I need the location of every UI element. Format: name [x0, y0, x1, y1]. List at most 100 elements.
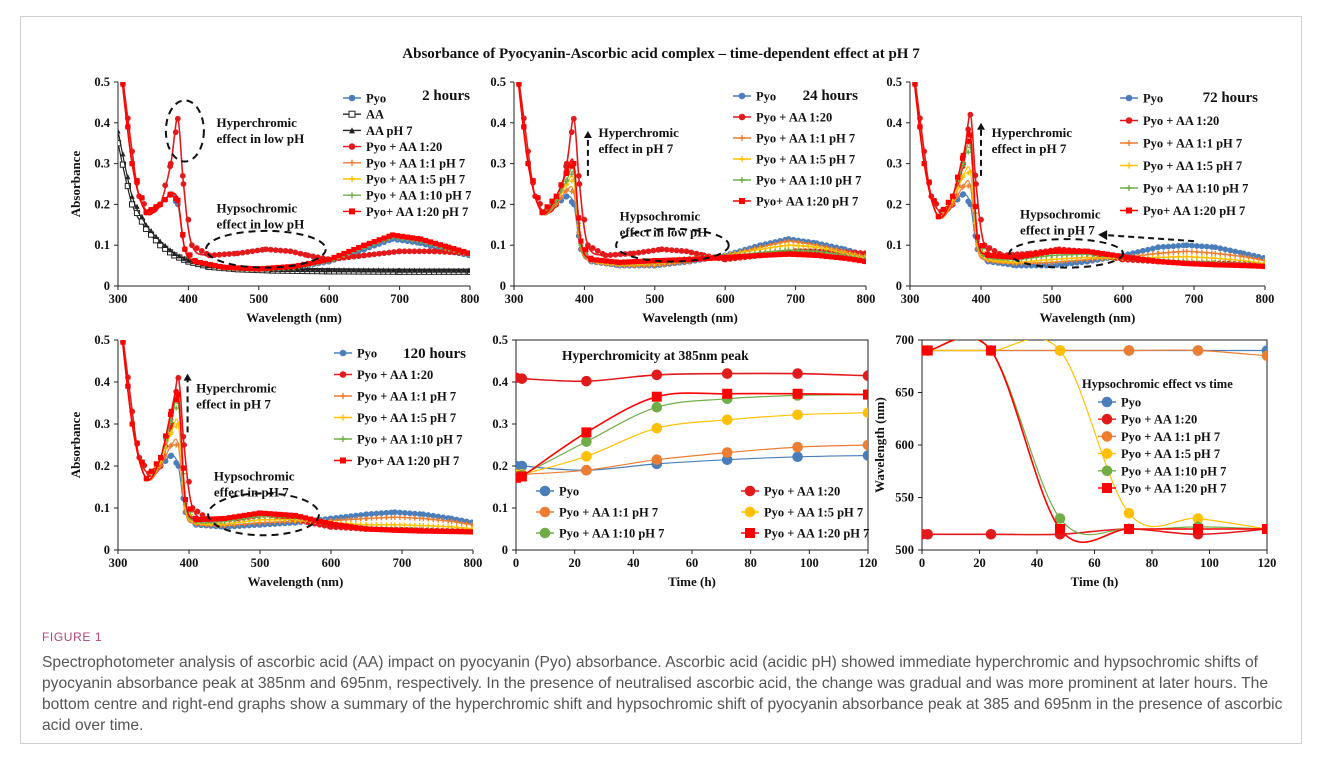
arrow-head	[977, 122, 985, 130]
data-point	[1227, 252, 1233, 258]
data-point	[636, 258, 642, 265]
legend-marker	[744, 506, 756, 518]
data-point	[116, 39, 121, 44]
annotation-text: effect in pH 7	[1020, 223, 1095, 238]
data-point	[437, 242, 444, 248]
data-point	[336, 252, 342, 259]
data-point	[358, 516, 364, 522]
legend-label: Pyo + AA 1:10 pH 7	[1143, 182, 1248, 196]
data-point	[1028, 252, 1035, 258]
data-point	[857, 257, 863, 264]
data-point	[348, 516, 354, 522]
x-tick-label: 300	[109, 292, 128, 306]
data-point	[790, 243, 796, 249]
figure-frame	[20, 16, 1302, 744]
data-point	[553, 193, 559, 199]
data-point	[225, 264, 232, 271]
data-point	[1261, 350, 1267, 362]
data-point	[1139, 247, 1146, 254]
highlight-ellipse	[207, 492, 320, 537]
data-point	[683, 248, 690, 255]
data-point	[378, 510, 385, 517]
data-point	[1160, 243, 1167, 250]
legend-marker	[340, 457, 346, 464]
y-axis-label: Absorbance	[68, 151, 83, 218]
data-point	[402, 515, 408, 521]
data-point	[722, 254, 728, 261]
data-point	[180, 231, 186, 238]
data-point	[446, 267, 452, 273]
data-point	[182, 246, 188, 252]
data-point	[350, 253, 357, 260]
data-point	[442, 243, 448, 249]
y-tick-label: 0.2	[94, 197, 110, 211]
data-point	[693, 250, 700, 257]
data-point	[115, 39, 120, 44]
data-point	[378, 527, 385, 533]
data-point	[185, 216, 192, 223]
series-line-2	[516, 372, 868, 383]
data-point	[790, 251, 797, 257]
chart-title: Hyperchromicity at 385nm peak	[562, 348, 749, 363]
data-point	[800, 252, 806, 258]
data-point	[570, 115, 577, 122]
data-point	[157, 201, 163, 207]
data-point	[148, 468, 154, 474]
legend: Pyo AA AA pH 7 Pyo + AA 1:20 Pyo + AA 1:1 pH…	[343, 92, 471, 219]
data-point	[397, 527, 403, 534]
data-point	[985, 252, 991, 258]
data-point	[805, 252, 811, 258]
data-point	[157, 238, 163, 244]
data-point	[376, 237, 382, 243]
legend-label: Pyo	[357, 347, 377, 361]
data-point	[299, 266, 306, 273]
data-point	[1184, 248, 1190, 254]
data-point	[397, 522, 403, 528]
data-point	[391, 509, 398, 516]
data-point	[1160, 250, 1166, 256]
data-point	[757, 252, 763, 258]
series-group	[516, 368, 868, 483]
data-point	[1055, 524, 1065, 534]
data-point	[1150, 258, 1156, 264]
data-point	[420, 516, 426, 521]
data-point	[512, 39, 517, 44]
data-point	[198, 248, 205, 254]
data-point	[320, 257, 327, 264]
data-point	[1232, 262, 1238, 268]
data-point	[1217, 251, 1223, 257]
data-point	[1170, 249, 1176, 255]
data-point	[1180, 260, 1186, 266]
legend: Pyo Pyo + AA 1:20 Pyo + AA 1:1 pH 7 Pyo + A…	[1098, 396, 1226, 496]
data-point	[1189, 249, 1195, 255]
data-point	[348, 524, 354, 530]
data-point	[470, 522, 473, 528]
legend-label: Pyo + AA 1:20	[756, 111, 832, 125]
figure-label: FIGURE 1	[42, 630, 103, 644]
x-tick-label: 700	[786, 292, 805, 306]
data-point	[425, 516, 431, 522]
annotation-text: effect in low pH	[620, 225, 708, 240]
data-point	[440, 528, 446, 534]
data-point	[356, 267, 362, 273]
data-point	[668, 247, 675, 253]
data-point	[216, 251, 223, 258]
x-tick-label: 400	[180, 556, 199, 570]
legend-marker	[739, 135, 745, 141]
data-point	[435, 528, 441, 534]
data-point	[721, 447, 733, 458]
data-point	[795, 252, 802, 258]
legend-label: Pyo	[366, 92, 386, 106]
data-point	[1013, 254, 1020, 261]
y-tick-label: 700	[895, 333, 914, 347]
data-point	[908, 39, 913, 44]
x-tick-label: 20	[973, 556, 986, 570]
legend-label: Pyo + AA 1:1 pH 7	[1143, 137, 1242, 151]
data-point	[464, 521, 470, 527]
data-point	[1189, 261, 1195, 267]
data-point	[762, 252, 768, 258]
data-point	[986, 345, 996, 356]
legend-label: Pyo + AA 1:1 pH 7	[559, 506, 658, 520]
data-point	[681, 257, 687, 263]
data-point	[221, 251, 228, 258]
